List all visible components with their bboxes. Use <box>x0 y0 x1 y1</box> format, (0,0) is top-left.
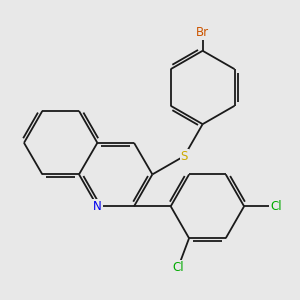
Text: Cl: Cl <box>172 261 184 274</box>
Text: N: N <box>93 200 102 213</box>
Text: Cl: Cl <box>270 200 282 213</box>
Text: Br: Br <box>196 26 209 39</box>
Text: S: S <box>181 150 188 163</box>
